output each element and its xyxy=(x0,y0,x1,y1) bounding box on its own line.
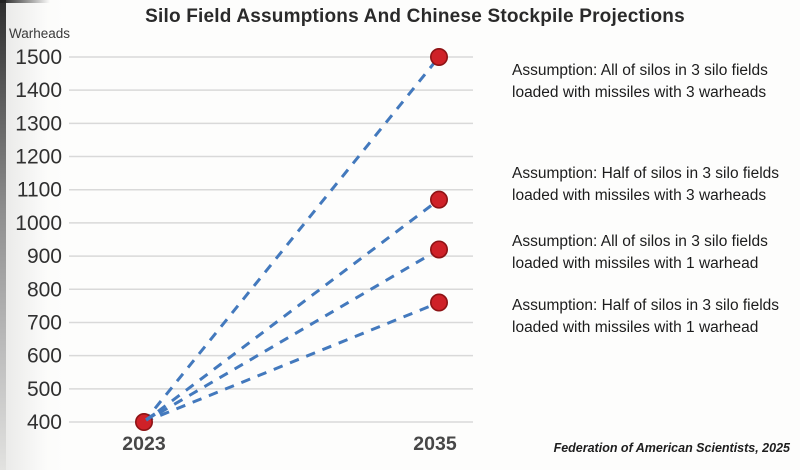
annotation-half-silos-1-warhead: Assumption: Half of silos in 3 silo fiel… xyxy=(512,295,800,339)
annotation-line: Assumption: All of silos in 3 silo field… xyxy=(512,233,768,250)
y-tick-label: 1300 xyxy=(15,112,62,135)
annotation-line: Assumption: Half of silos in 3 silo fiel… xyxy=(512,297,780,314)
annotation-line: loaded with missiles with 1 warhead xyxy=(512,255,759,272)
scan-edge-artifact xyxy=(0,0,6,470)
annotation-all-silos-1-warhead: Assumption: All of silos in 3 silo field… xyxy=(512,231,800,275)
y-tick-label: 700 xyxy=(27,311,62,334)
y-tick-label: 1100 xyxy=(17,179,62,202)
y-tick-label: 800 xyxy=(27,278,62,301)
projection-line xyxy=(142,56,441,423)
y-tick-label: 1000 xyxy=(15,212,62,235)
y-tick-label: 400 xyxy=(27,411,62,434)
annotation-half-silos-3-warheads: Assumption: Half of silos in 3 silo fiel… xyxy=(512,163,800,207)
data-point-marker xyxy=(429,293,448,312)
annotation-line: Assumption: Half of silos in 3 silo fiel… xyxy=(512,165,780,182)
scan-corner-artifact xyxy=(0,0,50,3)
annotation-line: loaded with missiles with 1 warhead xyxy=(512,319,759,336)
projection-line xyxy=(143,301,440,424)
data-point-marker xyxy=(429,47,448,66)
annotation-line: loaded with missiles with 3 warheads xyxy=(512,84,767,101)
annotation-line: loaded with missiles with 3 warheads xyxy=(512,187,767,204)
line-convergence-fleck xyxy=(145,412,156,422)
attribution: Federation of American Scientists, 2025 xyxy=(553,441,790,455)
y-tick-label: 500 xyxy=(27,378,62,401)
chart-title: Silo Field Assumptions And Chinese Stock… xyxy=(145,6,685,27)
y-tick-label: 1400 xyxy=(15,79,62,102)
x-tick-label: 2023 xyxy=(122,433,166,455)
x-tick-label: 2035 xyxy=(413,433,457,455)
data-point-marker xyxy=(429,190,448,209)
y-axis-title: Warheads xyxy=(9,26,71,41)
y-tick-label: 1500 xyxy=(15,46,62,69)
y-tick-label: 1200 xyxy=(15,146,62,169)
data-point-marker xyxy=(429,240,448,259)
y-tick-label: 600 xyxy=(27,345,62,368)
projection-line xyxy=(143,248,440,424)
annotation-line: Assumption: All of silos in 3 silo field… xyxy=(512,62,768,79)
projection-line xyxy=(143,198,440,424)
annotation-all-silos-3-warheads: Assumption: All of silos in 3 silo field… xyxy=(512,60,800,104)
y-tick-label: 900 xyxy=(27,245,62,268)
